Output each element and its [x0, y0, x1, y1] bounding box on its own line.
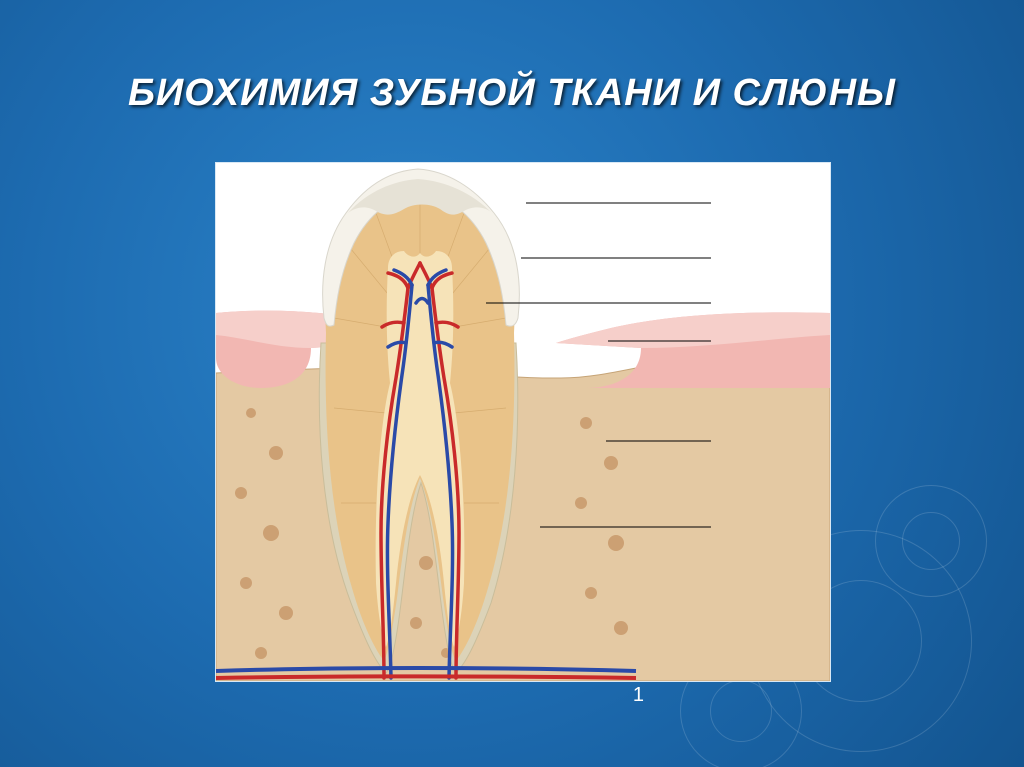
page-number: 1	[633, 684, 644, 707]
ripple-3	[710, 680, 772, 742]
tooth-diagram: Эмаль Дентин Пульпа Десна Кость Корневой…	[215, 162, 831, 682]
bone-region	[216, 363, 830, 681]
tooth-svg	[216, 163, 830, 681]
ripple-2b	[875, 485, 987, 597]
slide: БИОХИМИЯ ЗУБНОЙ ТКАНИ И СЛЮНЫ	[0, 0, 1024, 767]
ripple-2	[902, 512, 960, 570]
slide-title: БИОХИМИЯ ЗУБНОЙ ТКАНИ И СЛЮНЫ	[0, 72, 1024, 115]
